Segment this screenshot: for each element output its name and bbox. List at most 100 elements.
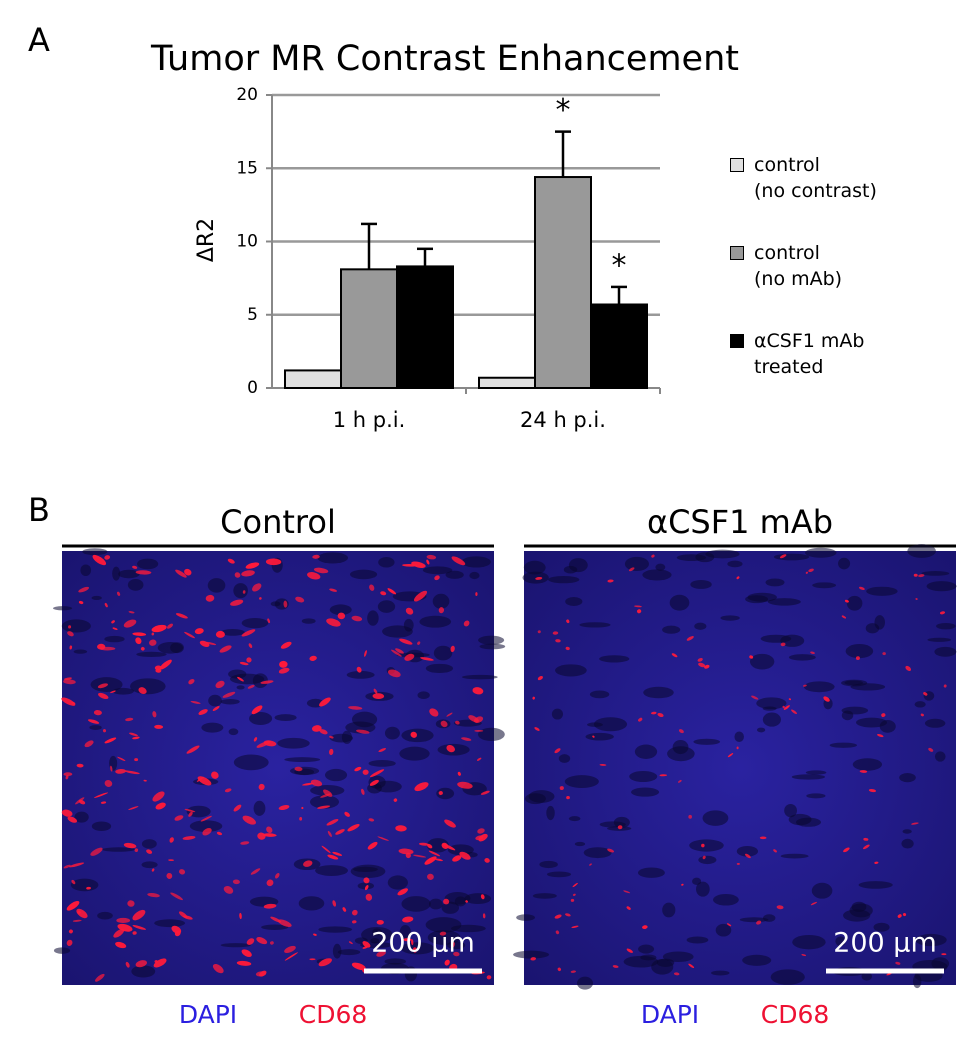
cd68-signal <box>362 769 369 775</box>
cd68-signal <box>66 901 80 911</box>
cd68-signal <box>702 855 706 860</box>
cd68-signal <box>194 628 204 635</box>
cd68-signal <box>443 898 450 905</box>
dark-region <box>432 593 450 609</box>
dark-region <box>349 569 378 580</box>
cd68-signal <box>188 679 195 685</box>
cd68-signal <box>168 859 174 862</box>
cd68-signal <box>104 555 111 560</box>
dark-region <box>522 571 549 584</box>
cd68-signal <box>152 791 165 802</box>
cd68-signal <box>701 843 705 848</box>
dark-region <box>926 581 957 592</box>
cd68-signal <box>474 729 484 732</box>
cd68-signal <box>858 586 865 591</box>
dark-region <box>742 954 772 966</box>
dark-region <box>655 563 666 571</box>
cd68-signal <box>63 772 73 777</box>
dark-region <box>353 866 378 873</box>
dark-region <box>469 571 480 580</box>
cd68-signal <box>532 696 535 700</box>
cd68-signal <box>477 757 482 761</box>
cd68-signal <box>277 919 292 928</box>
cd68-signal <box>326 819 339 826</box>
dark-region <box>829 742 858 748</box>
cd68-signal <box>559 786 564 790</box>
cd68-signal <box>537 630 541 634</box>
cd68-signal <box>98 692 109 699</box>
cd68-signal <box>123 619 137 628</box>
cd68-signal <box>455 720 460 725</box>
cd68-signal <box>484 858 490 863</box>
cd68-signal <box>153 958 167 968</box>
dark-region <box>803 681 835 693</box>
cd68-signal <box>352 920 357 924</box>
cd68-signal <box>190 700 201 704</box>
dark-region <box>694 622 707 630</box>
dark-region <box>577 976 594 990</box>
dark-region <box>417 691 430 699</box>
cd68-signal <box>369 779 379 786</box>
dark-region <box>765 578 785 587</box>
cd68-signal <box>376 950 386 957</box>
cd68-signal <box>368 818 375 822</box>
cd68-signal <box>188 811 193 817</box>
cd68-signal <box>638 717 643 722</box>
cd68-signal <box>391 649 402 657</box>
dark-region <box>82 548 108 556</box>
cd68-signal <box>199 640 210 647</box>
cd68-signal <box>380 591 387 596</box>
dark-region <box>845 643 874 659</box>
cd68-signal <box>332 900 337 907</box>
cd68-signal <box>372 693 385 700</box>
cd68-signal <box>783 705 790 710</box>
cd68-signal <box>844 599 849 603</box>
cd68-signal <box>855 656 860 661</box>
legend-label: control (no contrast) <box>754 154 877 202</box>
cd68-signal <box>881 713 886 717</box>
dark-region <box>915 933 947 947</box>
cd68-signal <box>313 567 329 574</box>
cd68-signal <box>744 853 751 859</box>
cd68-signal <box>534 727 540 731</box>
cd68-signal <box>183 915 193 920</box>
cd68-signal <box>267 618 271 624</box>
image-title: Control <box>220 503 336 541</box>
dark-region <box>623 955 659 968</box>
cd68-signal <box>255 971 267 977</box>
cd68-signal <box>143 779 147 782</box>
dark-region <box>252 673 268 689</box>
cd68-signal <box>132 736 140 740</box>
cd68-signal <box>68 862 85 868</box>
cd68-signal <box>134 848 139 853</box>
cd68-signal <box>175 613 188 619</box>
cd68-signal <box>376 920 384 925</box>
dark-region <box>461 556 491 568</box>
dark-region <box>399 746 430 761</box>
cd68-signal <box>566 796 570 800</box>
cd68-signal <box>312 554 320 559</box>
cd68-signal <box>475 592 478 597</box>
dark-region <box>698 855 717 865</box>
cd68-signal <box>174 815 184 821</box>
scale-bar-label: 200 μm <box>371 928 475 959</box>
cd68-signal <box>310 779 323 787</box>
dark-region <box>555 664 587 677</box>
cd68-signal <box>71 879 76 885</box>
dark-region <box>856 717 888 728</box>
dark-region <box>419 615 452 628</box>
dark-region <box>899 773 916 783</box>
cd68-signal <box>146 849 153 854</box>
cd68-signal <box>102 729 107 733</box>
dark-region <box>233 754 269 771</box>
dark-region <box>532 893 557 899</box>
dark-region <box>91 595 102 601</box>
cd68-signal <box>570 898 575 902</box>
dark-region <box>329 604 352 616</box>
dark-region <box>241 617 269 629</box>
dark-region <box>767 598 801 606</box>
dark-region <box>805 770 827 775</box>
cd68-signal <box>414 782 429 792</box>
cd68-signal <box>78 799 86 805</box>
dark-region <box>332 943 342 959</box>
